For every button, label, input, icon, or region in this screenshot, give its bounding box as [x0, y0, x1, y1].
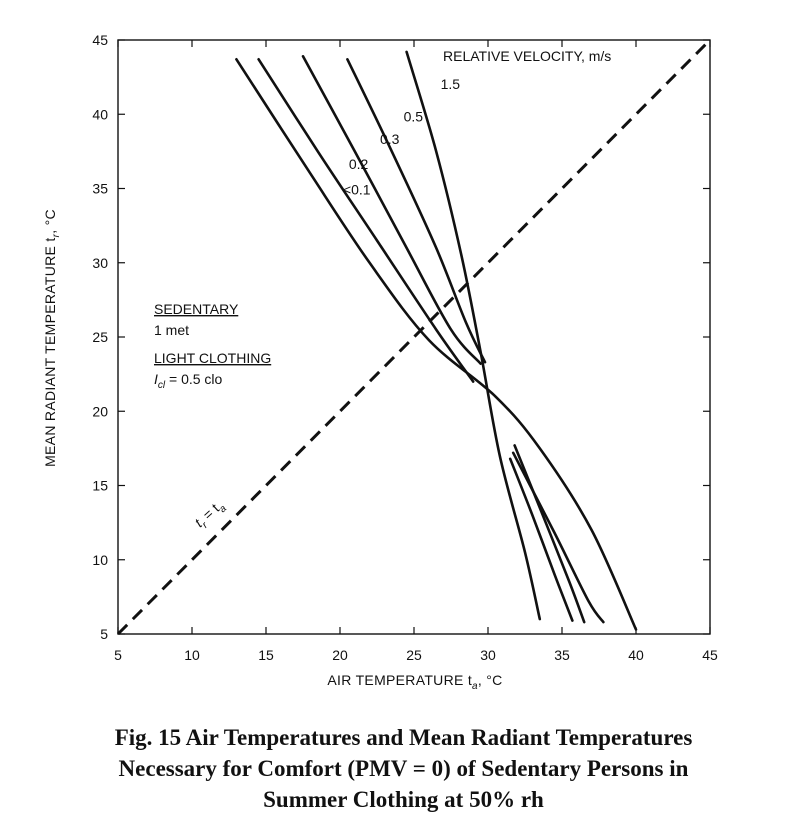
series-group — [235, 50, 638, 631]
y-axis-title: MEAN RADIANT TEMPERATURE tr, °C — [42, 209, 62, 467]
axis-ticks: 5 10 15 20 25 30 35 40 45 5 10 15 20 25 30 35 40 45 — [92, 32, 718, 663]
y-tick-label: 45 — [92, 32, 108, 48]
legend-title: RELATIVE VELOCITY, m/s — [443, 48, 611, 64]
curve-label: 0.5 — [404, 109, 424, 125]
x-tick-label: 25 — [406, 647, 422, 663]
y-axis-title-sub: r — [51, 233, 62, 237]
diagonal-label-sub-a: a — [217, 503, 229, 515]
y-tick-label: 30 — [92, 255, 108, 271]
annotation-met: 1 met — [154, 322, 189, 338]
curve-label: 0.3 — [380, 131, 400, 147]
y-axis-title-unit: , °C — [42, 209, 58, 234]
curve-label: 1.5 — [441, 76, 461, 92]
y-tick-label: 15 — [92, 478, 108, 494]
caption-line-3: Summer Clothing at 50% rh — [263, 787, 544, 812]
series-line-3 — [301, 55, 482, 365]
curve-label: 0.2 — [349, 156, 369, 172]
annotation-sedentary: SEDENTARY — [154, 301, 239, 317]
series-line-4 — [346, 58, 487, 364]
x-tick-label: 10 — [184, 647, 200, 663]
diagonal-line — [116, 38, 712, 636]
x-tick-label: 15 — [258, 647, 274, 663]
annotation-icl: Icl = 0.5 clo — [154, 371, 223, 391]
x-tick-label: 35 — [554, 647, 570, 663]
x-tick-label: 45 — [702, 647, 718, 663]
annotation-light-clothing: LIGHT CLOTHING — [154, 350, 271, 366]
x-tick-label: 30 — [480, 647, 496, 663]
y-tick-label: 20 — [92, 403, 108, 419]
diagonal-group — [116, 38, 712, 636]
y-tick-label: 10 — [92, 552, 108, 568]
x-axis-title-text: AIR TEMPERATURE t — [327, 672, 472, 688]
x-axis-title: AIR TEMPERATURE ta, °C — [327, 672, 502, 692]
y-axis-title-text: MEAN RADIANT TEMPERATURE t — [42, 237, 58, 467]
x-tick-label: 5 — [114, 647, 122, 663]
caption-line-2: Necessary for Comfort (PMV = 0) of Seden… — [118, 756, 689, 781]
series-line-7 — [511, 451, 605, 624]
icl-sub: cl — [158, 380, 166, 391]
icl-value: = 0.5 clo — [165, 371, 222, 387]
series-line-8 — [508, 457, 574, 622]
y-tick-label: 5 — [100, 626, 108, 642]
x-axis-title-unit: , °C — [478, 672, 503, 688]
series-line-6 — [513, 444, 586, 624]
y-tick-label: 40 — [92, 106, 108, 122]
series-line-2 — [257, 58, 475, 383]
y-tick-label: 25 — [92, 329, 108, 345]
x-tick-label: 20 — [332, 647, 348, 663]
figure-caption: Fig. 15 Air Temperatures and Mean Radian… — [0, 722, 807, 815]
x-tick-label: 40 — [628, 647, 644, 663]
icl-symbol: I — [154, 371, 158, 387]
x-axis-title-sub: a — [472, 681, 478, 692]
diagonal-label-sub-r: r — [200, 520, 210, 531]
curve-label: <0.1 — [343, 181, 371, 197]
caption-line-1: Fig. 15 Air Temperatures and Mean Radian… — [114, 725, 693, 750]
chart: 5 10 15 20 25 30 35 40 45 5 10 15 20 25 30 35 40 45 <0.1 0… — [42, 32, 718, 692]
series-line-1 — [235, 58, 638, 631]
labels-group: <0.1 0.2 0.30.5 1.5 — [343, 76, 460, 197]
series-line-5 — [405, 50, 542, 621]
y-tick-label: 35 — [92, 181, 108, 197]
